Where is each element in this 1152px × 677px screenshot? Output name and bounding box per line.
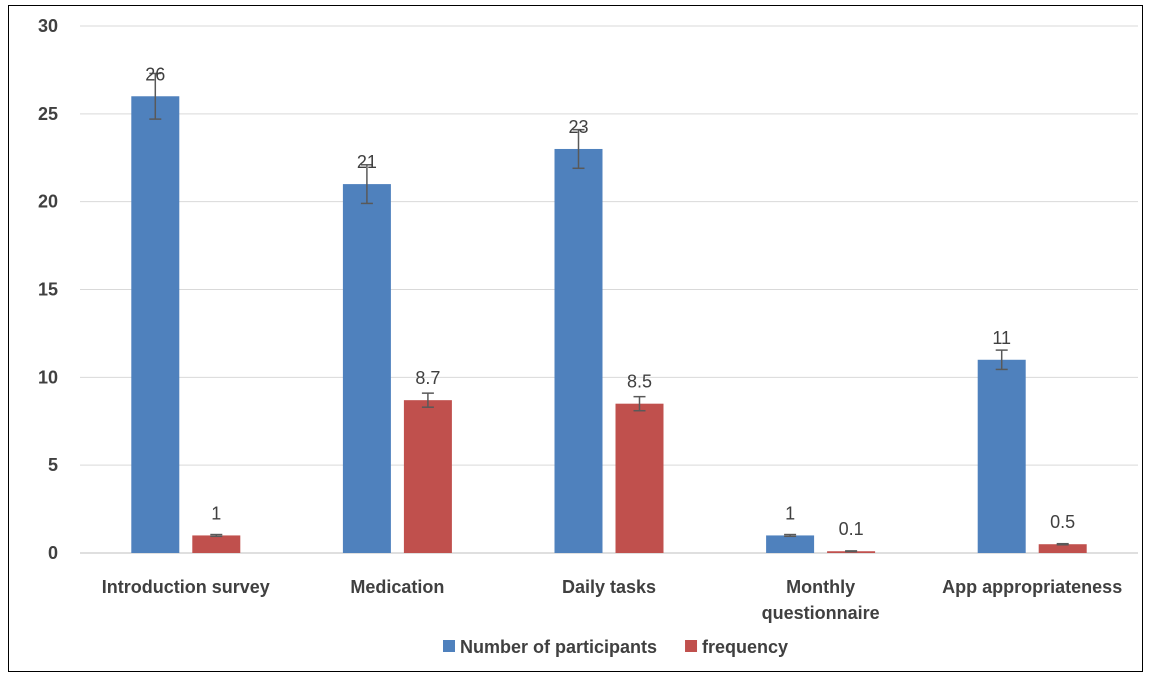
bar-frequency bbox=[403, 400, 452, 553]
legend-label: Number of participants bbox=[460, 637, 657, 657]
bar-number-of-participants bbox=[342, 184, 391, 553]
y-tick-label: 0 bbox=[48, 543, 58, 563]
bar-number-of-participants bbox=[554, 148, 603, 553]
legend-swatch bbox=[443, 640, 455, 652]
y-tick-label: 25 bbox=[38, 104, 58, 124]
data-label: 0.1 bbox=[839, 519, 864, 539]
gridlines bbox=[80, 25, 1138, 554]
y-tick-label: 5 bbox=[48, 455, 58, 475]
x-category-label: Medication bbox=[350, 577, 444, 597]
data-label: 8.5 bbox=[627, 372, 652, 392]
legend: Number of participants frequency bbox=[443, 637, 788, 657]
y-tick-label: 30 bbox=[38, 16, 58, 36]
y-tick-label: 15 bbox=[38, 280, 58, 300]
x-axis-categories: Introduction survey Medication Daily tasks… bbox=[102, 577, 1122, 623]
bar-frequency bbox=[192, 535, 241, 553]
x-category-label: questionnaire bbox=[762, 603, 880, 623]
data-label: 23 bbox=[568, 117, 588, 137]
data-label: 0.5 bbox=[1050, 512, 1075, 532]
bar-frequency bbox=[1038, 544, 1087, 553]
data-label: 11 bbox=[992, 328, 1011, 348]
x-category-label: Monthly bbox=[786, 577, 855, 597]
y-tick-label: 20 bbox=[38, 192, 58, 212]
bar-number-of-participants bbox=[766, 535, 815, 553]
bar-number-of-participants bbox=[131, 96, 180, 554]
data-label: 8.7 bbox=[415, 368, 440, 388]
data-label: 26 bbox=[145, 64, 165, 84]
data-label: 1 bbox=[211, 503, 221, 523]
x-category-label: Daily tasks bbox=[562, 577, 656, 597]
bar-number-of-participants bbox=[977, 359, 1026, 553]
bars bbox=[131, 96, 1087, 554]
x-category-label: Introduction survey bbox=[102, 577, 270, 597]
data-label: 21 bbox=[357, 152, 377, 172]
error-bars bbox=[149, 72, 1069, 553]
legend-swatch bbox=[685, 640, 698, 652]
legend-label: frequency bbox=[702, 637, 788, 657]
y-axis-ticks: 0 5 10 15 20 25 30 bbox=[38, 16, 58, 563]
x-category-label: App appropriateness bbox=[942, 577, 1122, 597]
data-label: 1 bbox=[785, 503, 795, 523]
y-tick-label: 10 bbox=[38, 367, 58, 387]
data-labels: 26 1 21 8.7 23 8.5 1 0.1 11 0.5 bbox=[145, 64, 1075, 539]
bar-frequency bbox=[615, 403, 664, 553]
